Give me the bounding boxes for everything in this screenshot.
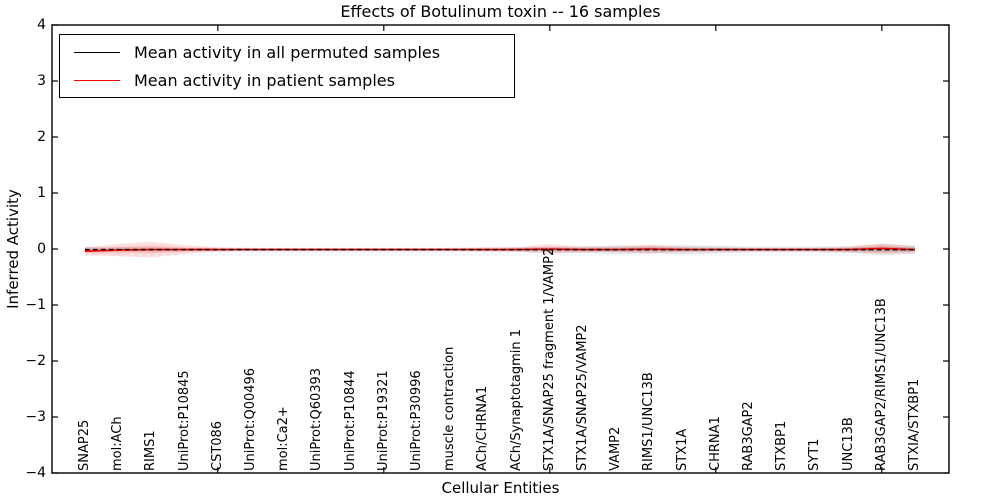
x-tick-label: STX1A: [674, 428, 690, 471]
x-tick-label: STXIA/STXBP1: [907, 378, 922, 471]
x-tick-label: UNC13B: [840, 417, 856, 471]
y-tick-label: −2: [25, 353, 46, 369]
x-tick-label: STXBP1: [774, 420, 790, 471]
y-tick-label: 1: [37, 185, 46, 201]
x-tick-label: muscle contraction: [442, 346, 458, 471]
y-tick-label: −4: [25, 465, 46, 481]
x-tick-label: mol:ACh: [110, 416, 126, 471]
x-tick-label: UniProt:P19321: [375, 370, 391, 471]
y-tick-label: 2: [37, 129, 46, 145]
x-tick-label: RAB3GAP2/RIMS1/UNC13B: [873, 298, 889, 471]
x-tick-label: ACh/CHRNA1: [475, 385, 491, 471]
y-tick-label: −1: [25, 297, 46, 313]
legend-item: Mean activity in all permuted samples: [68, 43, 506, 62]
chart-title: Effects of Botulinum toxin -- 16 samples: [340, 2, 661, 21]
legend: Mean activity in all permuted samples Me…: [59, 34, 515, 98]
y-tick-label: −3: [25, 409, 46, 425]
x-tick-label: ACh/Synaptotagmin 1: [508, 328, 524, 471]
x-tick-label: STX1A/SNAP25/VAMP2: [575, 324, 590, 471]
x-tick-label: UniProt:Q60393: [309, 367, 325, 471]
x-tick-label: UniProt:P10844: [342, 370, 358, 471]
x-tick-label: UniProt:P30996: [409, 370, 424, 471]
legend-label-patient: Mean activity in patient samples: [134, 70, 395, 90]
x-tick-label: mol:Ca2+: [276, 406, 292, 471]
x-tick-label: UniProt:P10845: [176, 370, 192, 471]
legend-line-sample-patient: [74, 79, 120, 81]
x-tick-label: SYT1: [807, 438, 823, 471]
x-tick-label: VAMP2: [608, 426, 624, 471]
x-tick-label: RIMS1/UNC13B: [641, 372, 657, 471]
x-tick-label: CHRNA1: [707, 416, 723, 471]
x-tick-label: STX1A/SNAP25 fragment 1/VAMP2: [541, 247, 557, 471]
y-tick-label: 0: [37, 241, 46, 257]
legend-line-sample-permuted: [74, 51, 120, 53]
x-tick-label: SNAP25: [77, 419, 92, 471]
x-axis-label: Cellular Entities: [441, 479, 560, 497]
legend-label-permuted: Mean activity in all permuted samples: [134, 42, 441, 62]
x-tick-label: RIMS1: [143, 430, 159, 471]
y-tick-label: 4: [37, 17, 46, 33]
x-tick-label: CST086: [209, 420, 225, 471]
x-tick-label: RAB3GAP2: [741, 401, 756, 471]
y-tick-label: 3: [37, 73, 46, 89]
legend-item: Mean activity in patient samples: [68, 71, 506, 90]
x-tick-label: UniProt:Q00496: [243, 367, 258, 471]
